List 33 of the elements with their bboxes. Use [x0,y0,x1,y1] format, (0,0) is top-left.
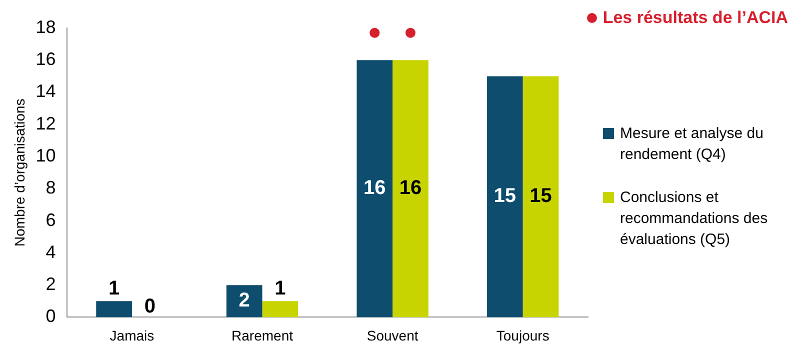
bar [522,76,559,318]
y-tick-label: 16 [36,49,56,70]
data-label: 15 [530,185,552,208]
bar [487,76,523,318]
legend-label: Les résultats de l’ACIA [602,8,788,28]
bar [96,301,132,318]
data-label: 16 [399,177,422,200]
y-tick-label: 10 [36,146,56,166]
y-tick-label: 2 [46,274,56,294]
legend-label: Conclusions et recommandations des évaluations (Q5) [620,188,769,250]
y-tick-label: 8 [46,178,56,198]
bar [226,285,262,318]
y-tick-label: 14 [36,81,56,102]
x-tick-label: Jamais [110,327,154,344]
x-tick-label: Rarement [232,327,294,344]
bar [262,301,298,318]
y-tick-label: 4 [46,242,56,262]
legend-label: Mesure et analyse du rendement (Q4) [620,124,764,165]
bar [392,60,428,318]
x-tick-label: Souvent [366,327,418,344]
x-tick-label: Toujours [496,327,550,344]
data-label: 16 [364,177,386,200]
data-label: 2 [238,290,250,312]
y-axis-title: Nombre d’organisations [11,98,28,247]
y-tick-label: 0 [46,306,56,326]
data-label: 1 [274,278,286,300]
y-tick-label: 18 [36,16,56,37]
data-label: 1 [108,278,120,300]
y-tick-label: 6 [46,210,56,230]
y-tick-label: 12 [36,113,56,134]
data-label: 0 [144,296,156,318]
bar [356,60,393,318]
data-label: 15 [494,185,516,208]
